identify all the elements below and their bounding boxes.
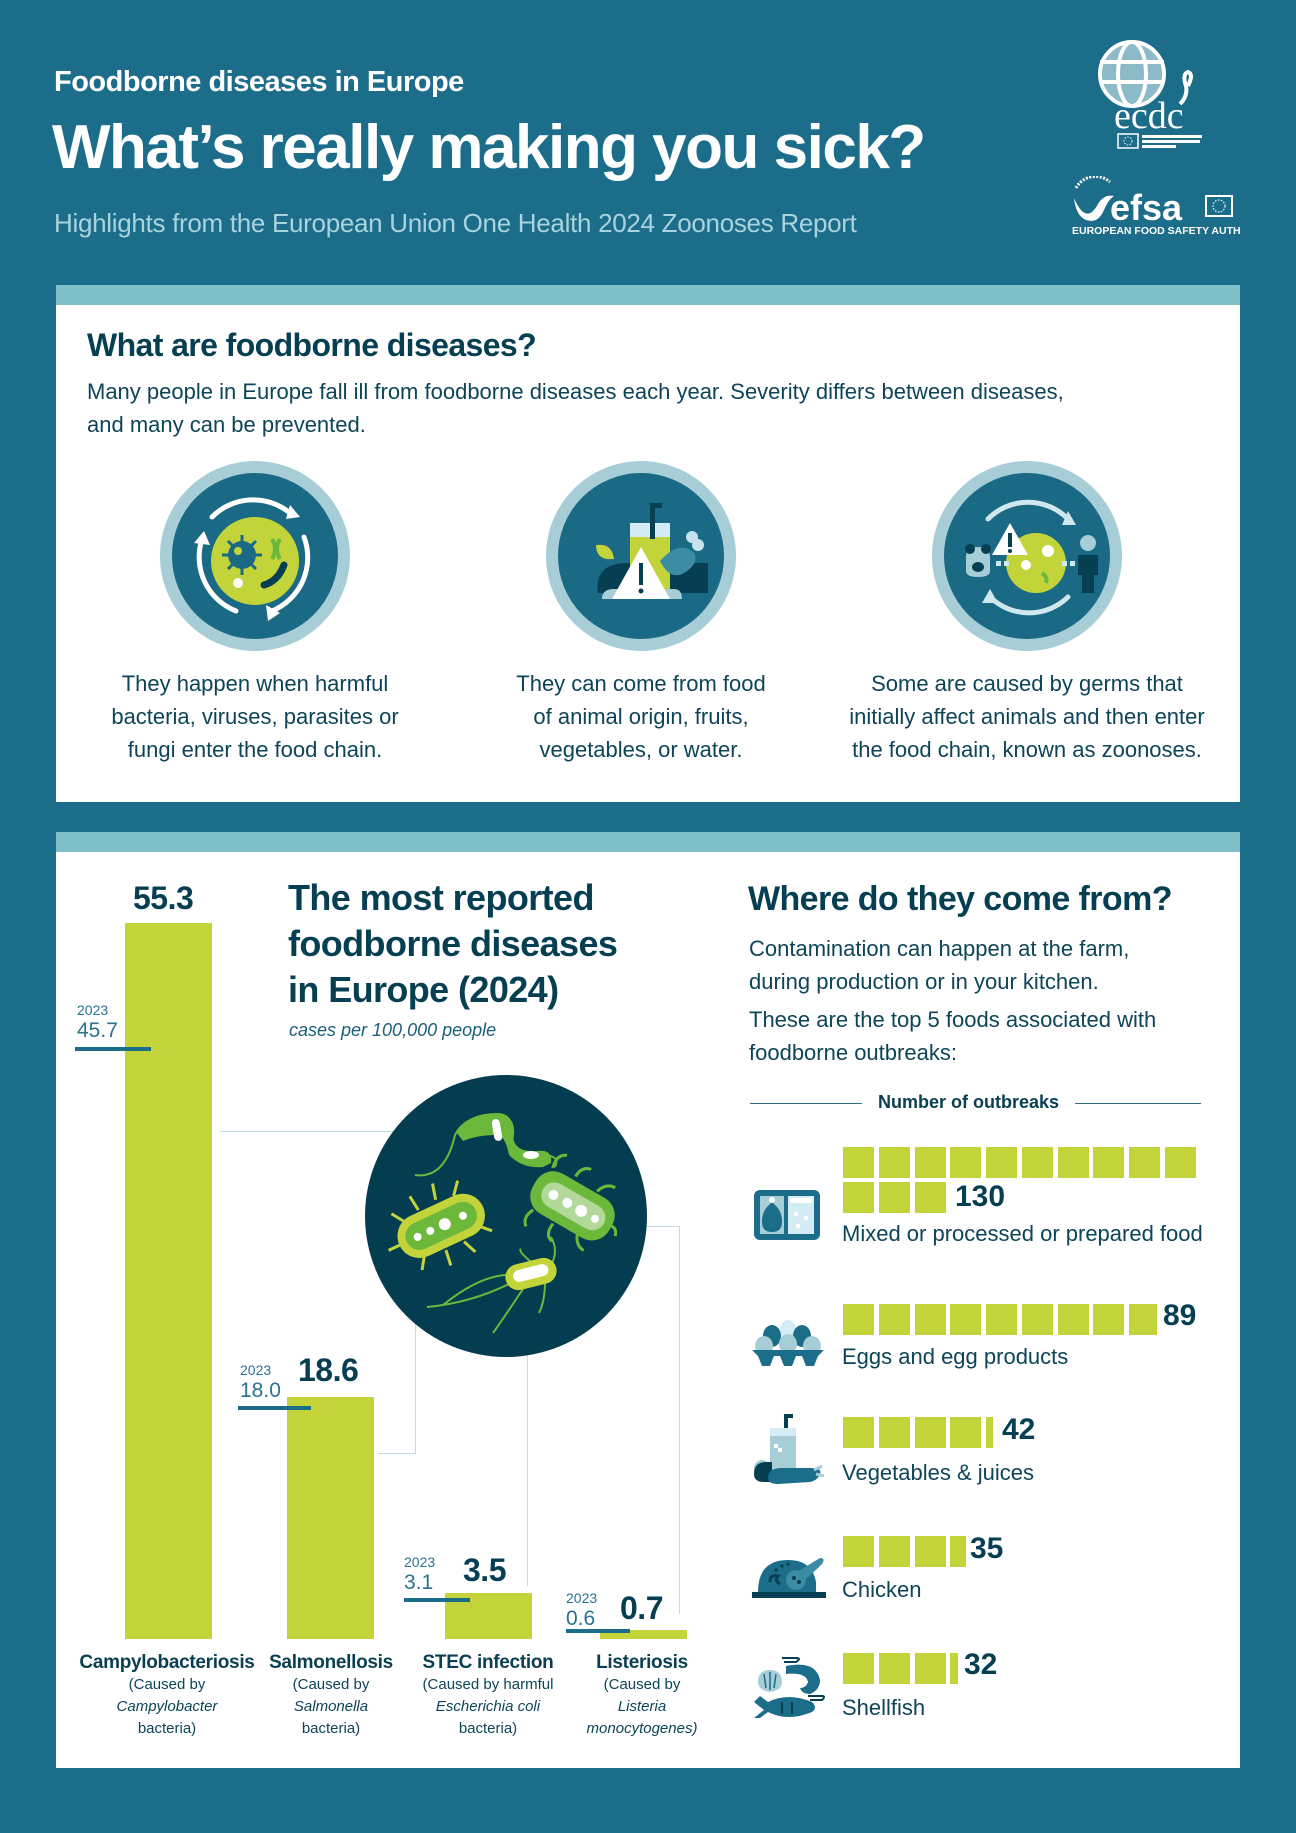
intro-body-line1: Many people in Europe fall ill from food… [87,379,1064,404]
svg-text:ecdc: ecdc [1114,95,1184,137]
prev-marker-campylobacteriosis [75,1047,151,1051]
prev-year-label: 2023 [240,1362,272,1378]
prev-marker-listeriosis [566,1629,630,1633]
intro-heading: What are foodborne diseases? [87,327,537,363]
info-text-1: They happen when harmful bacteria, viruse… [111,671,399,762]
bacteria-illustration [365,1075,647,1357]
outbreak-label-chicken: Chicken [842,1577,922,1602]
prev-year-label: 2023 [77,1002,109,1018]
svg-text:EUROPEAN FOOD SAFETY AUTHORITY: EUROPEAN FOOD SAFETY AUTHORITY [1072,225,1240,237]
sources-body1: Contamination can happen at the farm, du… [749,936,1130,994]
bar-listeriosis-2024 [600,1630,687,1639]
chart-title: The most reported foodborne diseases in … [288,877,618,1010]
prev-value-stec: 3.1 [404,1571,434,1594]
label-campylobacteriosis: Campylobacteriosis (Caused by Campylobac… [79,1652,255,1737]
outbreak-squares-chicken [843,1536,973,1567]
outbreak-label-vegetables: Vegetables & juices [842,1460,1035,1485]
outbreak-count-prepared-food: 130 [955,1180,1006,1213]
outbreak-squares-vegetables [843,1417,1003,1448]
shellfish-icon [752,1654,826,1720]
prev-marker-salmonellosis [238,1406,311,1410]
axis-rule-right [1075,1103,1201,1104]
intro-body-line2: and many can be prevented. [87,412,366,437]
sources-heading: Where do they come from? [748,880,1172,918]
card-accent-bar [56,832,1240,852]
value-listeriosis: 0.7 [620,1590,663,1626]
page-title: What’s really making you sick? [52,113,926,182]
food-warning-icon [546,461,736,651]
outbreak-label-shellfish: Shellfish [842,1695,926,1720]
svg-text:efsa: efsa [1110,187,1183,228]
bar-campylobacteriosis-2024 [125,923,212,1639]
outbreak-count-vegetables: 42 [1002,1413,1036,1446]
globe-icon: ecdc [1098,40,1202,149]
value-salmonellosis: 18.6 [298,1352,359,1388]
zoonosis-cycle-icon [932,461,1122,651]
prev-value-listeriosis: 0.6 [566,1607,596,1630]
axis-rule-left [750,1103,862,1104]
egg-carton-icon [752,1318,824,1368]
roast-chicken-icon [752,1552,826,1600]
prev-marker-stec [404,1598,470,1602]
ecdc-logo: ecdc [1092,38,1222,156]
connector-ecoli [527,1288,528,1586]
page-subtitle: Highlights from the European Union One H… [54,208,857,238]
connector-salmonella [378,1256,416,1454]
sources-body2: These are the top 5 foods associated wit… [749,1007,1157,1065]
card-accent-bar [56,285,1240,305]
outbreak-squares-eggs [843,1304,1173,1335]
vegetables-juice-icon [754,1412,825,1484]
prev-year-label: 2023 [566,1590,598,1606]
connector-campylobacter [220,1131,445,1132]
value-campylobacteriosis: 55.3 [133,880,194,916]
outbreak-count-chicken: 35 [970,1532,1004,1565]
outbreak-squares-prepared-food [843,1147,1203,1219]
info-text-2: They can come from food of animal origin,… [516,671,766,762]
prev-value-campylobacteriosis: 45.7 [77,1019,118,1042]
outbreak-label-prepared-food: Mixed or processed or prepared food [842,1221,1203,1246]
germ-cycle-icon [160,461,350,651]
stats-card [56,832,1240,1768]
label-salmonellosis: Salmonellosis (Caused by Salmonella bact… [269,1652,393,1737]
prev-value-salmonellosis: 18.0 [240,1379,281,1402]
efsa-logo: efsa EUROPEAN FOOD SAFETY AUTHORITY [1070,174,1273,238]
intro-card: What are foodborne diseases? Many people… [56,285,1240,802]
chart-unit: cases per 100,000 people [289,1020,497,1040]
value-stec: 3.5 [463,1552,506,1588]
prepared-food-icon [752,1188,822,1242]
prev-year-label: 2023 [404,1554,436,1570]
outbreak-label-eggs: Eggs and egg products [842,1344,1069,1369]
info-text-3: Some are caused by germs that initially a… [849,671,1205,762]
bar-salmonellosis-2024 [287,1397,374,1639]
outbreak-squares-shellfish [843,1653,973,1684]
label-listeriosis: Listeriosis (Caused by Listeria monocyto… [586,1652,698,1737]
outbreak-count-eggs: 89 [1163,1299,1197,1332]
label-stec: STEC infection (Caused by harmful Escher… [422,1652,554,1737]
kicker-title: Foodborne diseases in Europe [54,66,464,98]
outbreak-count-shellfish: 32 [964,1648,998,1681]
outbreaks-axis-label: Number of outbreaks [878,1092,1060,1112]
